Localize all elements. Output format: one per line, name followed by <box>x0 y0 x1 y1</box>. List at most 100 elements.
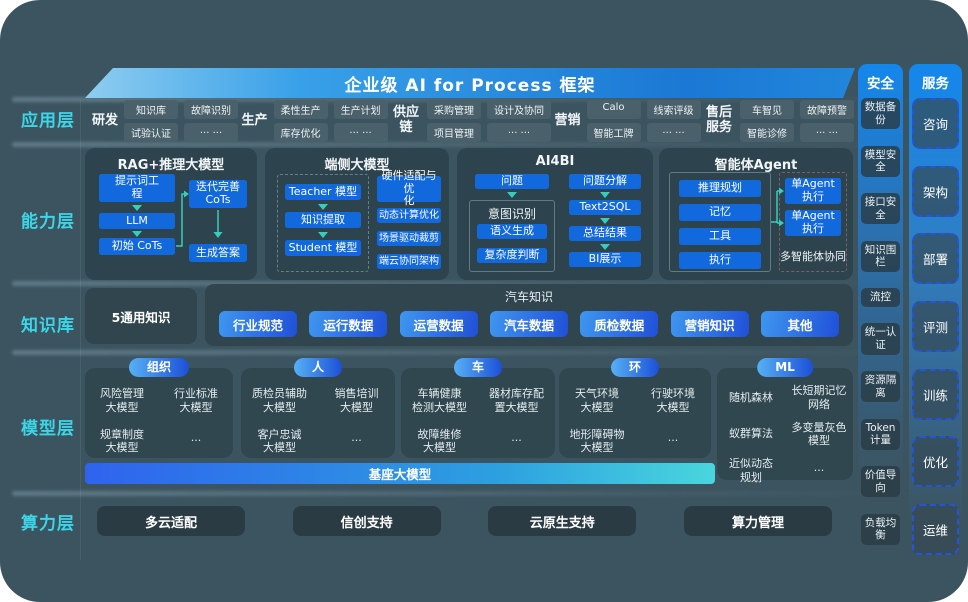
app-chip: 试验认证 <box>124 123 179 142</box>
flow-box: 记忆 <box>679 204 761 221</box>
banner: 企业级 AI for Process 框架 <box>85 68 855 98</box>
shelf-divider <box>12 491 956 496</box>
layer-label-model: 模型层 <box>21 419 75 439</box>
shelf-divider <box>12 97 956 102</box>
compute-button: 云原生支持 <box>488 506 637 536</box>
ai4bi-input-box: 问题 <box>475 174 549 189</box>
multi-agent-caption: 多智能体协同 <box>780 250 846 263</box>
model-group-card-vehicle: 车 车辆健康 检测大模型 器材库存配 置大模型 故障维修 大模型 ··· <box>401 358 555 458</box>
model-item: ··· <box>351 434 362 448</box>
model-item-grid: 随机森林 长短期记忆 网络 蚁群算法 多变量灰色 模型 近似动态 规划 ··· <box>717 368 853 485</box>
model-item-grid: 质检员辅助 大模型 销售培训 大模型 客户忠诚 大模型 ··· <box>241 368 395 455</box>
app-chip: 设计及协同 <box>486 100 551 119</box>
card-title: RAG+推理大模型 <box>117 158 225 173</box>
foundation-model-bar: 基座大模型 <box>85 463 715 484</box>
card-title: 端侧大模型 <box>324 158 390 173</box>
app-group-aftersales: 售后服务 车智见 故障预警 智能诊修 ... ... <box>704 100 854 142</box>
app-chip: 知识库 <box>124 100 179 119</box>
service-item: 优化 <box>912 436 959 488</box>
security-column: 安全 数据备份 模型安全 接口安全 知识围栏 流控 统一认证 资源隔离 Token计量 价值导向… <box>858 64 903 550</box>
security-item-list: 数据备份 模型安全 接口安全 知识围栏 流控 统一认证 资源隔离 Token计量 价值导向 负载均… <box>861 98 900 545</box>
model-item-grid: 车辆健康 检测大模型 器材库存配 置大模型 故障维修 大模型 ··· <box>401 368 555 455</box>
service-item-list: 咨询 架构 部署 评测 训练 优化 运维 <box>912 98 959 555</box>
pipeline-box: 总结结果 <box>569 226 641 241</box>
app-chip-grid: Calo 线索评级 智能工牌 ... ... <box>586 100 701 142</box>
knowledge-pill: 运营数据 <box>399 311 478 337</box>
app-chip: 车智见 <box>739 100 794 119</box>
down-arrow-icon <box>318 232 328 238</box>
model-item: 地形障碍物 大模型 <box>569 427 625 455</box>
capability-card-edge: 端侧大模型 Teacher 模型 知识提取 Student 模型 硬件适配与优 … <box>265 148 449 280</box>
knowledge-pill: 汽车数据 <box>489 311 568 337</box>
flow-box: 复杂度判断 <box>477 248 547 263</box>
app-group-name: 生产 <box>241 112 268 128</box>
down-arrow-icon <box>132 231 142 237</box>
app-chip: 智能工牌 <box>586 123 641 142</box>
intent-group-box <box>469 200 555 272</box>
card-title: 智能体Agent <box>714 158 798 173</box>
flow-box: 执行 <box>679 252 761 269</box>
flow-box: 迭代完善 CoTs <box>189 180 247 208</box>
model-item: ··· <box>190 434 202 448</box>
down-arrow-icon <box>600 218 610 224</box>
knowledge-pill-row: 行业规范 运行数据 运营数据 汽车数据 质检数据 营销知识 其他 <box>205 305 853 337</box>
flow-box: 生成答案 <box>189 244 247 262</box>
knowledge-general-card: 5通用知识 <box>85 288 197 344</box>
model-item-grid: 天气环境 大模型 行驶环境 大模型 地形障碍物 大模型 ··· <box>559 368 711 455</box>
model-item: 质检员辅助 大模型 <box>252 387 307 414</box>
app-chip: 柔性生产 <box>273 100 328 119</box>
agent-modules-box <box>669 172 771 272</box>
app-chip-grid: 知识库 故障识别 试验认证 ... ... <box>124 100 239 142</box>
shelf-divider <box>12 142 956 147</box>
model-group-pill: 组织 <box>128 358 190 377</box>
flow-box: 工具 <box>679 228 761 245</box>
service-item: 运维 <box>912 503 959 555</box>
app-chip: Calo <box>586 100 641 119</box>
app-group-production: 生产 柔性生产 生产计划 库存优化 ... ... <box>242 100 388 142</box>
pipeline-box: 问题分解 <box>569 174 641 189</box>
model-group-pill: ML <box>757 358 813 377</box>
model-group-card-org: 组织 风险管理 大模型 行业标准 大模型 规章制度 大模型 ··· <box>85 358 233 458</box>
app-chip: 库存优化 <box>273 123 328 142</box>
service-item: 训练 <box>912 368 959 420</box>
model-item: ··· <box>511 434 522 448</box>
security-item: 统一认证 <box>861 323 900 355</box>
compute-button: 多云适配 <box>97 506 245 536</box>
model-item: 随机森林 <box>729 390 773 404</box>
app-group-marketing: 营销 Calo 线索评级 智能工牌 ... ... <box>555 100 701 142</box>
edge-distill-box <box>277 174 369 272</box>
compute-layer-row: 多云适配 信创支持 云原生支持 算力管理 <box>97 506 832 536</box>
app-chip: 故障预警 <box>799 100 854 119</box>
model-group-card-environment: 环 天气环境 大模型 行驶环境 大模型 地形障碍物 大模型 ··· <box>559 358 711 458</box>
flow-box: Teacher 模型 <box>285 184 361 200</box>
flow-box: LLM <box>99 213 175 229</box>
application-layer-row: 研发 知识库 故障识别 试验认证 ... ... 生产 柔性生产 生产计划 库存优化...… <box>92 100 854 142</box>
app-group-name: 供应链 <box>393 105 420 135</box>
model-item-grid: 风险管理 大模型 行业标准 大模型 规章制度 大模型 ··· <box>85 368 233 455</box>
pipeline-box: Text2SQL <box>569 200 641 215</box>
model-item: 车辆健康 检测大模型 <box>412 387 467 414</box>
flow-box: 初始 CoTs <box>99 238 175 255</box>
label-column-divider <box>80 100 81 560</box>
security-item: 负载均衡 <box>861 513 900 545</box>
model-group-card-ml: ML 随机森林 长短期记忆 网络 蚁群算法 多变量灰色 模型 近似动态 规划 ··· <box>717 358 853 484</box>
flow-box: 语义生成 <box>477 224 547 239</box>
app-group-name: 研发 <box>92 112 119 128</box>
app-chip: 项目管理 <box>426 123 481 142</box>
flow-box: 单Agent 执行 <box>785 178 841 204</box>
layer-label-compute: 算力层 <box>21 514 75 534</box>
app-chip-grid: 采购管理 设计及协同 项目管理 ... ... <box>426 100 551 142</box>
model-item: 销售培训 大模型 <box>334 387 379 414</box>
model-item: 器材库存配 置大模型 <box>489 387 544 414</box>
shelf-divider <box>12 281 956 286</box>
app-chip: ... ... <box>333 123 388 142</box>
app-group-name: 售后服务 <box>706 105 733 135</box>
down-arrow-icon <box>132 205 142 211</box>
intent-group-title: 意图识别 <box>487 207 536 221</box>
app-chip: ... ... <box>646 123 701 142</box>
model-item: 行驶环境 大模型 <box>651 387 695 414</box>
service-column: 服务 咨询 架构 部署 评测 训练 优化 运维 <box>909 64 962 560</box>
knowledge-auto-title: 汽车知识 <box>504 290 553 304</box>
service-item: 部署 <box>912 233 959 285</box>
